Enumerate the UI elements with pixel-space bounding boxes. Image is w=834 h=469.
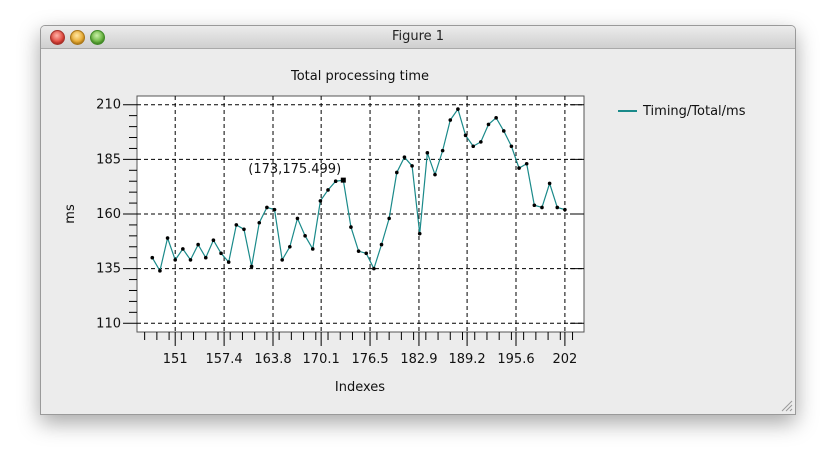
- zoom-window-icon[interactable]: [90, 30, 105, 45]
- title-bar[interactable]: Figure 1: [41, 26, 795, 49]
- data-point: [211, 238, 216, 243]
- data-point: [387, 216, 391, 221]
- data-point: [394, 170, 399, 175]
- data-point: [242, 227, 246, 232]
- data-point: [303, 234, 307, 238]
- data-point: [509, 144, 514, 149]
- y-axis: 110 135 160 185 210: [96, 98, 584, 331]
- data-point: [165, 236, 170, 240]
- resize-grip-icon[interactable]: [781, 400, 793, 412]
- data-point: [158, 269, 162, 273]
- data-point: [326, 188, 330, 192]
- data-point: [295, 216, 300, 221]
- x-tick-label: 202: [552, 352, 577, 367]
- data-point: [540, 205, 544, 210]
- data-point: [524, 161, 529, 166]
- data-point: [288, 244, 292, 249]
- x-tick-label: 170.1: [303, 352, 340, 367]
- legend-entry-label: Timing/Total/ms: [642, 104, 746, 119]
- data-point: [501, 129, 506, 133]
- data-point: [425, 151, 430, 155]
- y-tick-label: 185: [96, 152, 121, 167]
- data-point: [379, 242, 384, 247]
- x-axis: 151 157.4 163.8 170.1 176.5 182.9 189.2 195.6 20…: [144, 332, 577, 367]
- data-point: [349, 225, 353, 229]
- series-layer: [150, 107, 567, 273]
- y-tick-label: 110: [96, 316, 121, 331]
- y-axis-label: ms: [63, 204, 78, 224]
- data-point: [448, 118, 453, 122]
- data-point: [181, 247, 185, 251]
- x-tick-label: 157.4: [205, 352, 242, 367]
- data-point: [226, 260, 231, 264]
- datatip-marker: [340, 177, 346, 183]
- data-point: [173, 258, 178, 262]
- data-point: [440, 148, 445, 153]
- y-tick-label: 135: [96, 262, 121, 277]
- data-point: [372, 266, 376, 271]
- data-point: [196, 242, 200, 247]
- minimize-window-icon[interactable]: [70, 30, 85, 45]
- data-point: [463, 133, 468, 138]
- x-tick-label: 182.9: [400, 352, 437, 367]
- x-tick-label: 176.5: [351, 352, 388, 367]
- data-point: [318, 199, 323, 203]
- data-point: [402, 155, 407, 159]
- data-point: [471, 144, 476, 149]
- x-tick-label: 163.8: [254, 352, 291, 367]
- y-tick-label: 160: [96, 207, 121, 222]
- data-point: [532, 203, 537, 208]
- data-point: [494, 116, 498, 120]
- data-point: [310, 247, 315, 251]
- data-point: [517, 166, 521, 170]
- legend[interactable]: Timing/Total/ms: [618, 104, 746, 119]
- close-window-icon[interactable]: [50, 30, 65, 45]
- data-point: [257, 220, 262, 225]
- data-point: [203, 255, 208, 260]
- data-point: [265, 205, 269, 210]
- x-tick-label: 151: [163, 352, 188, 367]
- data-point: [333, 179, 338, 184]
- x-tick-label: 195.6: [497, 352, 534, 367]
- data-point: [555, 205, 560, 210]
- data-point: [433, 172, 437, 177]
- data-point: [417, 231, 422, 236]
- data-point: [563, 207, 567, 212]
- x-tick-label: 189.2: [448, 352, 485, 367]
- data-point: [150, 255, 155, 260]
- chart-title: Total processing time: [290, 69, 429, 84]
- figure-window: Figure 1 Total processing time 110 135 160…: [40, 25, 796, 415]
- data-point: [410, 164, 414, 168]
- data-point: [547, 181, 552, 186]
- data-point: [219, 251, 223, 256]
- data-point: [356, 249, 361, 253]
- data-point: [249, 264, 254, 269]
- data-point: [234, 223, 239, 227]
- data-point: [456, 107, 460, 111]
- chart-figure[interactable]: Total processing time 110 135 160 185 210 15…: [41, 49, 795, 413]
- x-axis-label: Indexes: [335, 380, 385, 395]
- data-point: [364, 251, 369, 256]
- y-tick-label: 210: [96, 98, 121, 113]
- data-point: [479, 140, 483, 144]
- window-title: Figure 1: [391, 29, 445, 44]
- datatip-annotation: (173,175.499): [248, 162, 341, 177]
- grid: [137, 96, 584, 332]
- data-point: [272, 207, 277, 212]
- data-point: [486, 122, 491, 127]
- data-point: [188, 258, 193, 262]
- data-point: [280, 258, 284, 262]
